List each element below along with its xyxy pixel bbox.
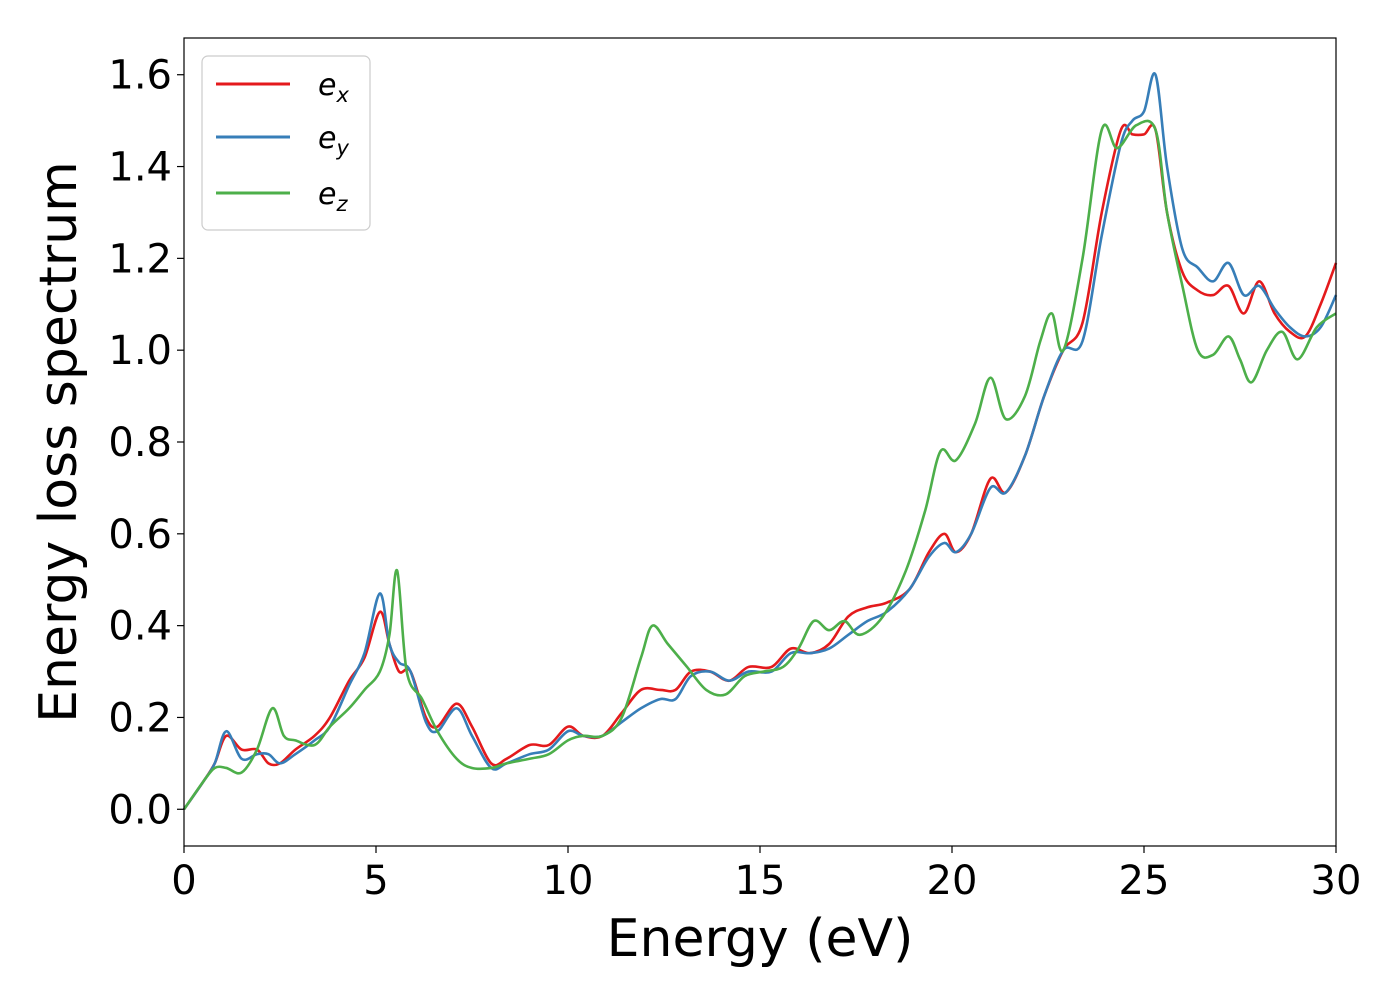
y-tick-label: 0.6 (108, 512, 172, 558)
x-tick-label: 20 (927, 858, 978, 904)
x-axis-ticks: 0 5 10 15 20 25 30 (171, 846, 1361, 904)
x-tick-label: 0 (171, 858, 196, 904)
series-layer (182, 72, 1338, 811)
y-tick-label: 1.4 (108, 145, 172, 191)
legend-box (201, 55, 371, 231)
x-tick-label: 30 (1311, 858, 1362, 904)
y-axis-label: Energy loss spectrum (29, 161, 89, 723)
legend-label-ey: ey (318, 121, 349, 160)
x-axis-label: Energy (eV) (607, 909, 914, 969)
plot-area (184, 38, 1336, 846)
legend-label-ex: ex (318, 68, 349, 107)
legend-label-ez: ez (318, 177, 348, 216)
y-tick-label: 1.2 (108, 236, 172, 282)
y-tick-label: 0.2 (108, 695, 172, 741)
x-tick-label: 25 (1119, 858, 1170, 904)
y-tick-label: 0.0 (108, 787, 172, 833)
x-tick-label: 15 (735, 858, 786, 904)
y-tick-label: 1.6 (108, 53, 172, 99)
y-axis-ticks: 0.0 0.2 0.4 0.6 0.8 1.0 1.2 1.4 1.6 (108, 53, 184, 833)
series-line-ez (182, 119, 1337, 811)
x-tick-label: 5 (363, 858, 388, 904)
y-tick-label: 1.0 (108, 328, 172, 374)
legend: ex ey ez (201, 55, 371, 231)
y-tick-label: 0.8 (108, 420, 172, 466)
x-tick-label: 10 (543, 858, 594, 904)
y-tick-label: 0.4 (108, 604, 172, 650)
